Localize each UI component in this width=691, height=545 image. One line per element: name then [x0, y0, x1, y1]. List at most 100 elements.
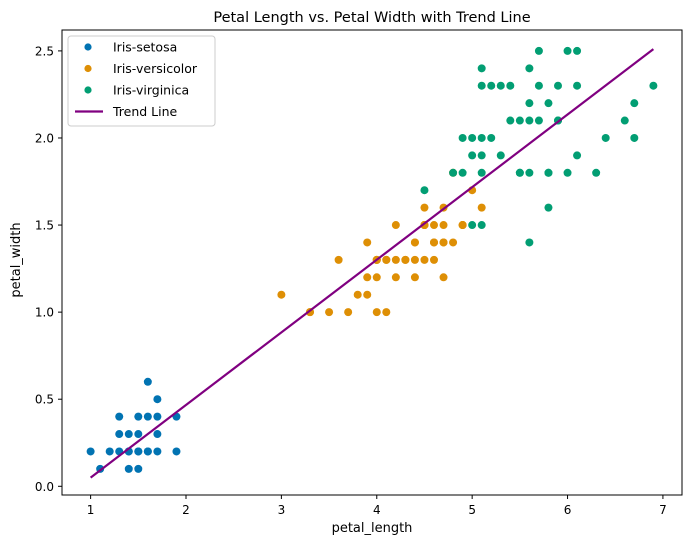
data-point	[468, 221, 477, 230]
data-point	[534, 116, 543, 125]
data-point	[372, 273, 381, 282]
data-point	[534, 46, 543, 55]
data-point	[544, 168, 553, 177]
data-point	[487, 81, 496, 90]
data-point	[477, 221, 486, 230]
series-iris-virginica	[420, 46, 658, 247]
data-point	[134, 447, 143, 456]
x-tick-label: 2	[182, 503, 190, 517]
data-point	[430, 255, 438, 264]
data-point	[134, 430, 143, 439]
data-point	[630, 99, 639, 108]
y-axis-label: petal_width	[9, 222, 24, 297]
legend-marker	[84, 86, 92, 94]
data-point	[353, 290, 362, 299]
data-point	[172, 447, 181, 456]
data-point	[515, 116, 524, 125]
data-point	[534, 81, 543, 90]
x-tick-label: 4	[373, 503, 381, 517]
data-point	[363, 290, 372, 299]
x-tick-label: 3	[278, 503, 286, 517]
y-tick-label: 2.5	[35, 44, 54, 58]
data-point	[544, 99, 553, 108]
data-point	[344, 308, 353, 317]
data-point	[153, 430, 162, 439]
data-point	[601, 133, 610, 142]
y-tick-label: 1.0	[35, 306, 54, 320]
data-point	[496, 81, 505, 90]
legend-box	[67, 35, 216, 127]
data-point	[525, 238, 534, 247]
data-point	[439, 238, 448, 247]
data-point	[430, 221, 438, 230]
data-point	[458, 133, 467, 142]
data-point	[105, 447, 114, 456]
legend-marker	[84, 64, 92, 73]
data-point	[391, 273, 400, 282]
y-tick-label: 1.5	[35, 219, 54, 233]
data-point	[477, 133, 486, 142]
data-point	[449, 238, 458, 247]
data-point	[506, 116, 515, 125]
data-point	[649, 81, 658, 90]
data-point	[372, 308, 381, 317]
data-point	[410, 255, 419, 264]
data-point	[153, 395, 162, 404]
data-point	[420, 255, 429, 264]
data-point	[382, 308, 391, 317]
chart-title: Petal Length vs. Petal Width with Trend …	[213, 10, 530, 26]
plot-area	[86, 46, 658, 479]
data-point	[554, 81, 562, 90]
data-point	[449, 168, 458, 177]
data-point	[458, 168, 467, 177]
data-point	[592, 168, 601, 177]
data-point	[620, 116, 629, 125]
data-point	[468, 133, 477, 142]
data-point	[86, 447, 95, 456]
data-point	[525, 168, 534, 177]
legend: Iris-setosa Iris-versicolor Iris-virginica…	[67, 35, 216, 127]
legend-label: Iris-virginica	[113, 83, 189, 98]
data-point	[468, 151, 477, 160]
data-point	[153, 412, 162, 421]
data-point	[477, 151, 486, 160]
y-tick-label: 0.0	[35, 480, 54, 494]
y-axis: 0.0 0.5 1.0 1.5 2.0 2.5	[35, 44, 62, 494]
x-tick-label: 1	[87, 503, 95, 517]
data-point	[153, 447, 162, 456]
data-point	[391, 221, 400, 230]
data-point	[525, 99, 534, 108]
data-point	[363, 238, 372, 247]
data-point	[420, 186, 429, 195]
trend-line	[89, 48, 655, 479]
data-point	[410, 238, 419, 247]
data-point	[563, 46, 572, 55]
data-point	[630, 133, 639, 142]
data-point	[573, 151, 582, 160]
legend-label: Iris-versicolor	[113, 61, 198, 76]
data-point	[458, 221, 467, 230]
y-tick-label: 2.0	[35, 131, 54, 145]
data-point	[477, 203, 486, 212]
data-point	[525, 64, 534, 73]
y-tick-label: 0.5	[35, 393, 54, 407]
data-point	[430, 238, 438, 247]
data-point	[325, 308, 334, 317]
data-point	[115, 412, 124, 421]
data-point	[525, 116, 534, 125]
x-axis: 1 2 3 4 5 6 7	[87, 495, 667, 517]
data-point	[496, 151, 505, 160]
data-point	[382, 255, 391, 264]
data-point	[563, 168, 572, 177]
data-point	[439, 221, 448, 230]
legend-marker	[84, 43, 92, 51]
data-point	[134, 412, 143, 421]
data-point	[363, 273, 372, 282]
data-point	[477, 81, 486, 90]
data-point	[410, 273, 419, 282]
data-point	[544, 203, 553, 212]
data-point	[439, 273, 448, 282]
legend-label: Trend Line	[112, 104, 178, 119]
data-point	[573, 81, 582, 90]
legend-label: Iris-setosa	[113, 40, 177, 55]
